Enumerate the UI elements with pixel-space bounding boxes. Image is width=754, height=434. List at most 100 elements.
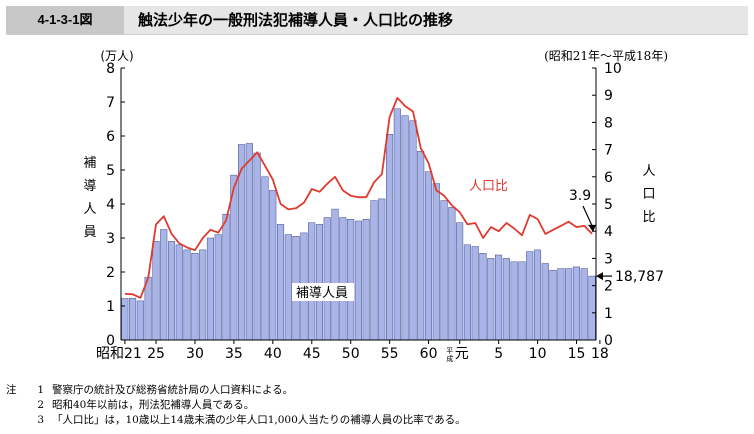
bar (167, 241, 176, 341)
last-ratio-label: 3.9 (569, 188, 591, 204)
bar (121, 298, 129, 341)
bar (199, 249, 207, 341)
bar (175, 244, 183, 341)
left-tick-label: 8 (106, 61, 115, 77)
x-tick-label: 18 (591, 346, 609, 362)
bar (495, 254, 503, 341)
bar (152, 241, 160, 341)
bar (261, 176, 269, 341)
right-axis-label-char: 口 (642, 187, 655, 202)
note-text: 警察庁の統計及び総務省統計局の人口資料による。 (52, 384, 294, 396)
bar (308, 222, 316, 341)
left-tick-label: 3 (106, 231, 115, 247)
bar (572, 266, 580, 341)
x-tick-label: 50 (342, 346, 360, 362)
note-number: 3 (37, 414, 44, 426)
right-tick-label: 2 (604, 279, 613, 295)
bar (502, 258, 510, 341)
period-note: (昭和21年～平成18年) (544, 49, 668, 63)
bar (541, 263, 549, 341)
right-tick-label: 5 (604, 197, 613, 213)
notes: 注 1 警察庁の統計及び総務省統計局の人口資料による。 2 昭和40年以前は，刑… (6, 383, 746, 428)
bar (580, 268, 588, 341)
right-tick-label: 1 (604, 306, 613, 322)
left-tick-label: 5 (106, 163, 115, 179)
bar (370, 200, 378, 341)
bar (549, 270, 557, 341)
right-axis-label-char: 人 (642, 164, 655, 179)
bar (456, 222, 464, 341)
right-tick-label: 9 (604, 88, 613, 104)
bar (222, 213, 230, 341)
bar-label-bg (292, 283, 354, 301)
left-axis-label-char: 導 (83, 179, 96, 194)
right-tick-label: 3 (604, 251, 613, 267)
x-tick-era-mark: 平 (446, 347, 453, 355)
bar (183, 249, 191, 341)
bar (378, 198, 386, 341)
x-tick-label: 元 (455, 346, 469, 362)
right-tick-label: 7 (604, 143, 613, 159)
bar (245, 143, 253, 341)
bar (354, 220, 362, 341)
bar (347, 219, 355, 341)
bar (533, 249, 542, 341)
x-tick-label: 25 (147, 346, 165, 362)
bar (160, 229, 168, 341)
bar (362, 219, 370, 341)
note-item: 2 昭和40年以前は，刑法犯補導人員である。 (6, 398, 746, 413)
bar (557, 268, 565, 341)
right-axis-label-char: 比 (642, 210, 655, 225)
left-tick-label: 0 (106, 333, 115, 349)
x-tick-label: 40 (264, 346, 282, 362)
bar (339, 217, 347, 341)
last-ratio-arrow (582, 205, 594, 229)
left-tick-label: 7 (106, 95, 115, 111)
x-tick-label: 10 (529, 346, 547, 362)
bar (424, 171, 433, 341)
last-ratio-arrowhead (588, 224, 596, 232)
x-tick-label: 5 (494, 346, 503, 362)
bar (463, 244, 471, 341)
x-tick-label: 55 (381, 346, 399, 362)
bar (518, 261, 526, 341)
note-prefix: 注 (6, 384, 17, 396)
bar (386, 134, 394, 341)
left-tick-label: 2 (106, 265, 115, 281)
x-tick-label: 60 (420, 346, 438, 362)
right-tick-label: 0 (604, 333, 613, 349)
left-axis-unit: (万人) (100, 49, 133, 63)
bar (471, 246, 479, 341)
right-tick-label: 4 (604, 224, 613, 240)
note-number: 1 (37, 384, 44, 396)
bar-series-label: 補導人員 (296, 286, 348, 301)
bar (448, 207, 456, 341)
x-tick-label: 30 (186, 346, 204, 362)
right-tick-label: 8 (604, 115, 613, 131)
note-number: 2 (37, 399, 44, 411)
x-tick-label: 15 (568, 346, 586, 362)
bar (417, 151, 425, 341)
bar (432, 183, 440, 341)
note-text: 「人口比」は，10歳以上14歳未満の少年人口1,000人当たりの補導人員の比率で… (52, 414, 466, 426)
bar (284, 234, 292, 341)
bar (401, 115, 409, 341)
right-tick-label: 10 (604, 61, 622, 77)
last-count-arrowhead (596, 272, 603, 281)
bar (510, 261, 518, 341)
bar (253, 152, 261, 341)
bar (191, 253, 199, 341)
bar (409, 120, 417, 341)
x-tick-era-mark: 成 (446, 354, 453, 363)
left-axis-label-char: 人 (83, 202, 96, 217)
note-prefix (6, 413, 30, 428)
note-text: 昭和40年以前は，刑法犯補導人員である。 (52, 399, 255, 411)
figure-header: 4-1-3-1図 触法少年の一般刑法犯補導人員・人口比の推移 (6, 6, 748, 35)
x-tick-label: 昭和21 (96, 346, 142, 362)
right-tick-label: 6 (604, 170, 613, 186)
figure-id: 4-1-3-1図 (6, 6, 124, 34)
bar (129, 297, 137, 341)
bar (276, 224, 285, 341)
bar (206, 237, 214, 341)
note-item: 注 1 警察庁の統計及び総務省統計局の人口資料による。 (6, 383, 746, 398)
